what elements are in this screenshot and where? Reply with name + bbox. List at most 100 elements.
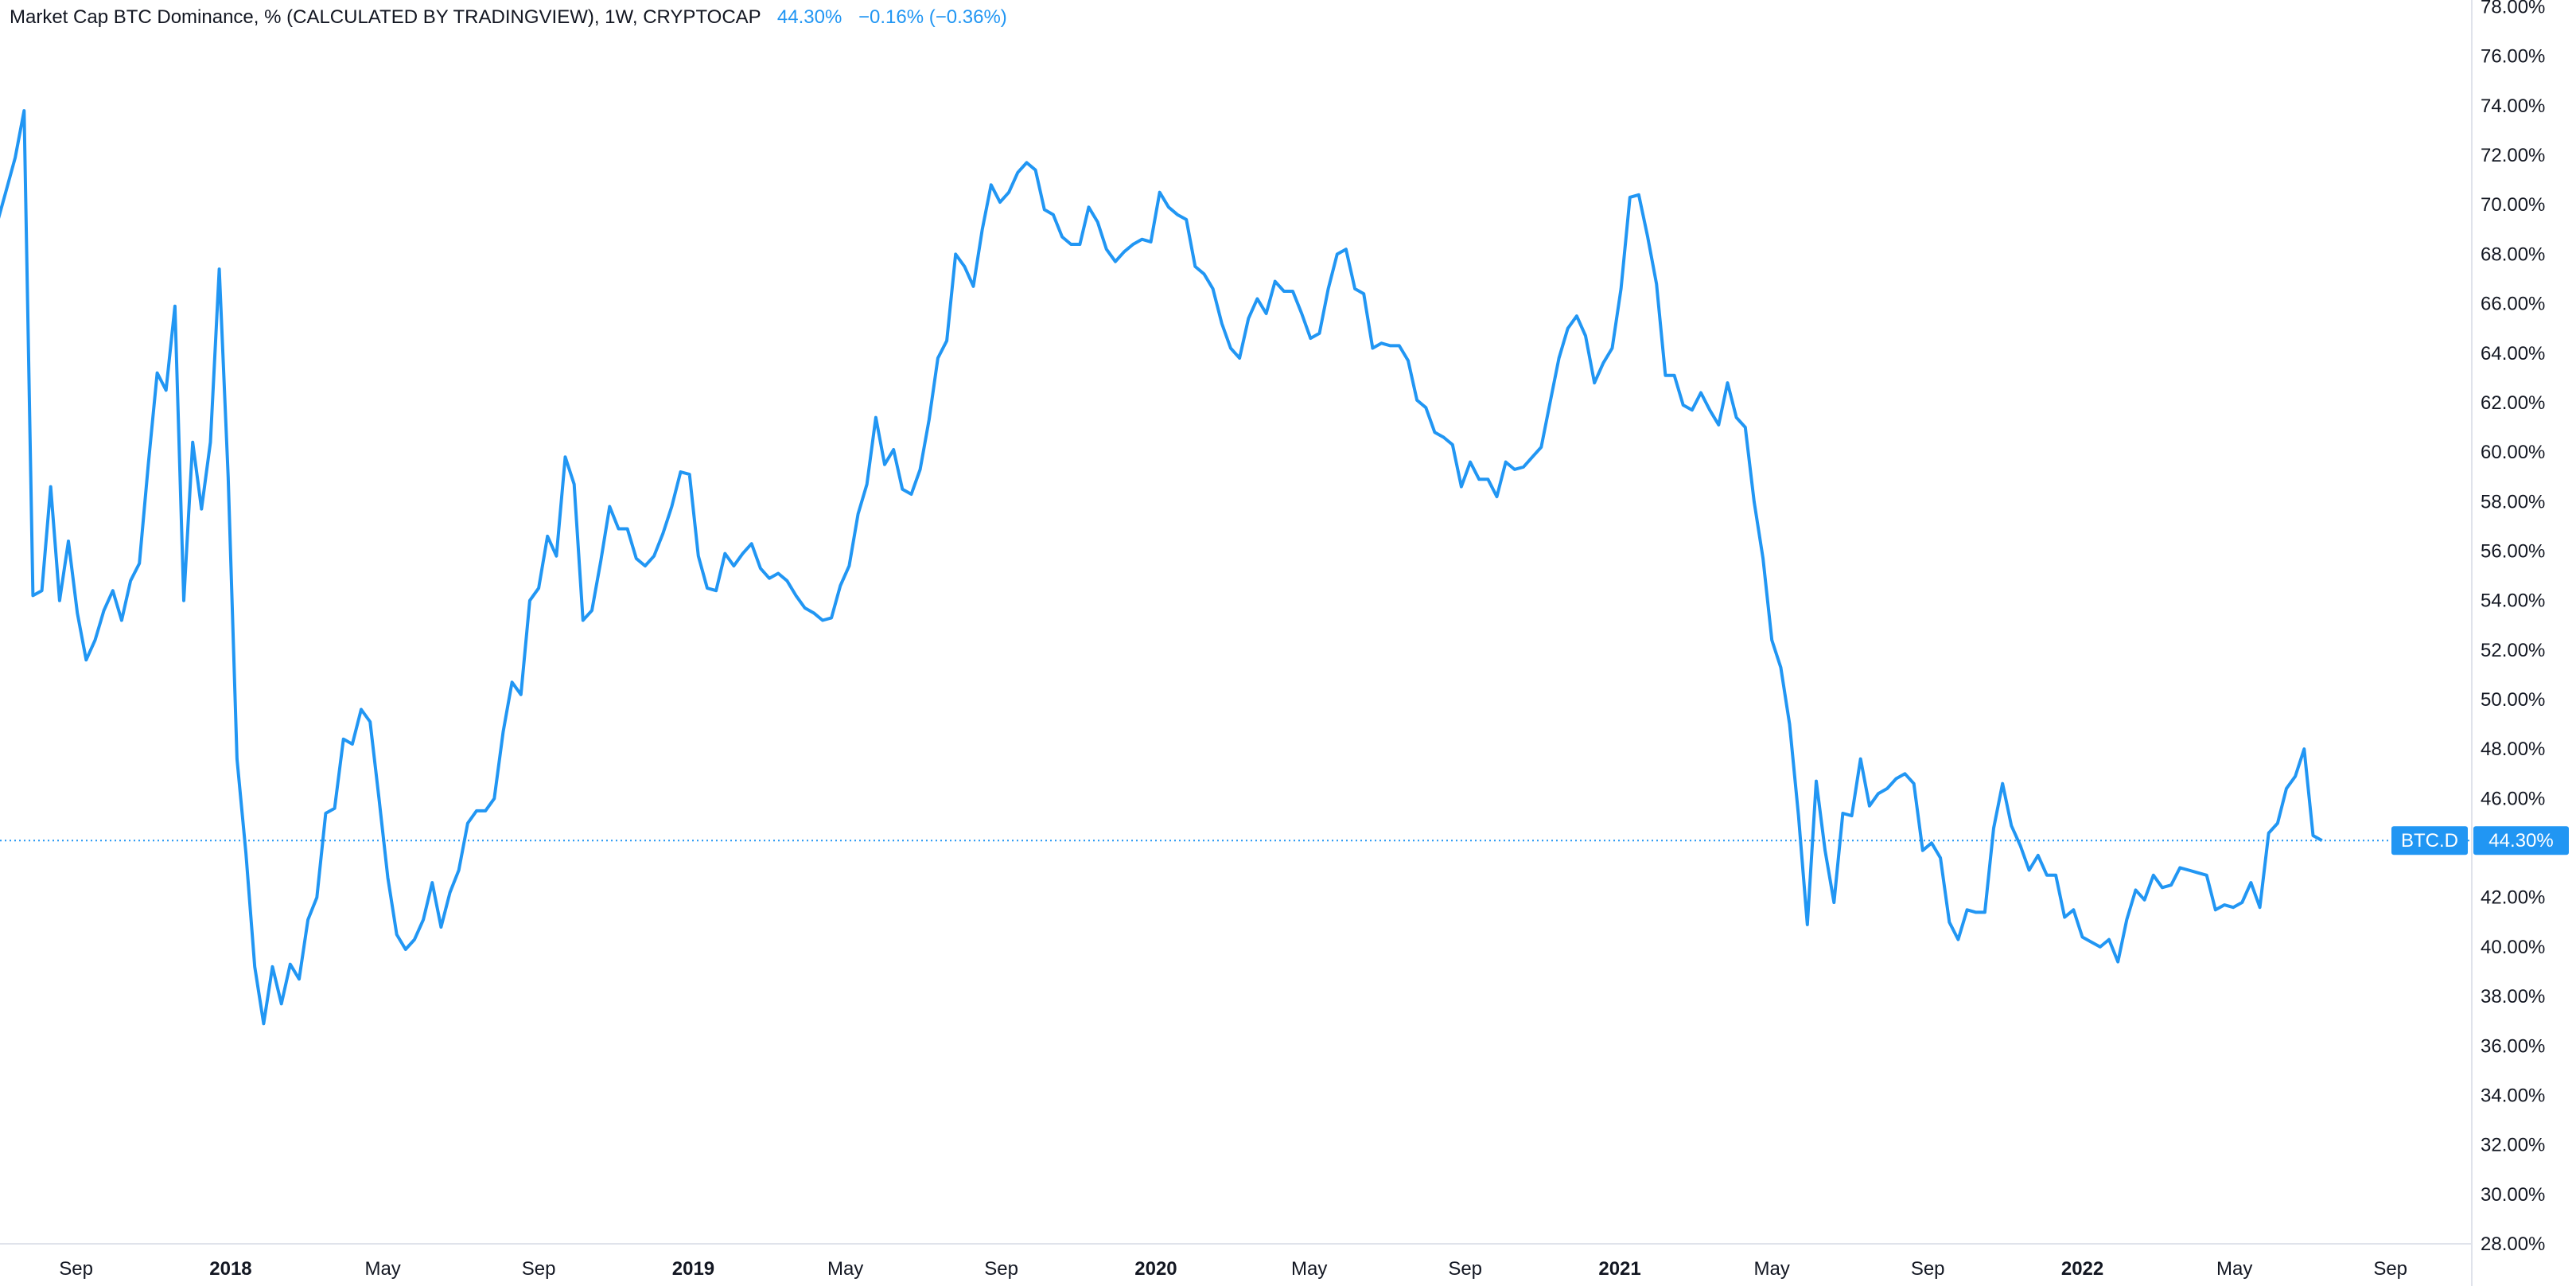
- data-point: [1380, 341, 1383, 345]
- y-tick-label: 66.00%: [2481, 294, 2545, 315]
- data-point: [768, 577, 771, 580]
- data-point: [1744, 426, 1747, 429]
- data-point: [2028, 869, 2031, 872]
- data-point: [129, 579, 132, 583]
- data-point: [2063, 916, 2066, 919]
- data-point: [2099, 945, 2102, 949]
- data-point: [1885, 787, 1889, 790]
- y-tick-label: 28.00%: [2481, 1233, 2545, 1255]
- x-tick-label: 2021: [1598, 1258, 1640, 1280]
- data-point: [156, 372, 159, 375]
- data-point: [2161, 886, 2164, 889]
- x-tick-label: May: [827, 1258, 863, 1280]
- data-point: [2276, 822, 2279, 825]
- y-tick-label: 36.00%: [2481, 1035, 2545, 1057]
- series-line: [0, 109, 2323, 1026]
- data-point: [714, 589, 718, 592]
- data-point: [1504, 461, 1508, 464]
- data-point: [1611, 347, 1614, 350]
- data-point: [1238, 357, 1241, 360]
- data-point: [1975, 910, 1978, 914]
- data-point: [387, 876, 390, 879]
- x-tick-label: May: [2216, 1258, 2252, 1280]
- price-axis[interactable]: 28.00% 30.00% 32.00% 34.00% 36.00% 38.00% 40.0…: [2481, 0, 2545, 1255]
- data-point: [1424, 406, 1427, 409]
- data-point: [1088, 205, 1091, 208]
- y-tick-label: 60.00%: [2481, 442, 2545, 463]
- data-point: [1353, 287, 1356, 290]
- data-point: [2116, 961, 2119, 964]
- x-tick-label: 2022: [2061, 1258, 2103, 1280]
- data-point: [22, 109, 25, 112]
- time-axis[interactable]: Sep 2018 May Sep 2019 May Sep 2020 May Sep 2021 May…: [59, 1258, 2407, 1280]
- data-point: [1078, 243, 1081, 246]
- data-point: [511, 680, 514, 684]
- data-point: [830, 616, 833, 619]
- data-point: [475, 809, 478, 813]
- data-point: [697, 555, 700, 558]
- data-point: [1496, 495, 1499, 498]
- data-point: [449, 891, 452, 894]
- data-point: [910, 493, 913, 496]
- data-point: [2267, 832, 2271, 835]
- data-point: [76, 611, 79, 614]
- data-point: [874, 416, 877, 419]
- symbol-tag: BTC.D: [2401, 830, 2458, 851]
- data-point: [138, 562, 141, 565]
- data-point: [626, 528, 629, 531]
- data-point: [1531, 455, 1534, 458]
- data-point: [1779, 666, 1782, 669]
- data-point: [235, 758, 239, 761]
- x-tick-label: Sep: [1448, 1258, 1482, 1280]
- data-point: [103, 609, 106, 612]
- y-tick-label: 32.00%: [2481, 1135, 2545, 1156]
- data-point: [368, 720, 372, 723]
- data-point: [963, 265, 966, 268]
- y-tick-label: 30.00%: [2481, 1184, 2545, 1206]
- data-point: [2037, 854, 2040, 857]
- data-point: [750, 542, 753, 545]
- data-point: [2143, 898, 2146, 902]
- data-point: [1247, 317, 1250, 320]
- data-point: [1327, 287, 1330, 290]
- data-point: [111, 589, 115, 592]
- data-point: [528, 599, 531, 602]
- data-point: [84, 658, 88, 661]
- y-tick-label: 48.00%: [2481, 738, 2545, 760]
- data-point: [1460, 485, 1463, 489]
- data-point: [2072, 908, 2075, 911]
- data-point: [1265, 312, 1268, 315]
- data-point: [1832, 901, 1835, 904]
- data-point: [1025, 161, 1029, 164]
- data-point: [413, 938, 416, 941]
- data-point: [2205, 874, 2208, 877]
- data-point: [1966, 908, 1969, 911]
- data-point: [2240, 901, 2243, 904]
- data-point: [1983, 910, 1986, 914]
- data-point: [1797, 814, 1800, 817]
- data-point: [289, 963, 292, 966]
- data-point: [2090, 941, 2093, 944]
- data-point: [582, 619, 585, 622]
- data-point: [564, 455, 567, 458]
- data-point: [1220, 322, 1224, 325]
- data-point: [58, 599, 61, 602]
- data-point: [1140, 238, 1143, 241]
- data-point: [652, 555, 656, 558]
- data-point: [1558, 357, 1561, 360]
- data-point: [49, 485, 53, 489]
- data-point: [1913, 782, 1916, 785]
- data-point: [41, 589, 44, 592]
- data-point: [599, 559, 602, 563]
- data-point: [2214, 908, 2217, 911]
- data-point: [1921, 849, 1924, 852]
- data-point: [404, 948, 407, 951]
- data-point: [1850, 814, 1854, 817]
- data-point: [1726, 381, 1730, 384]
- x-tick-label: 2020: [1134, 1258, 1177, 1280]
- data-point: [679, 470, 683, 473]
- chart-title: Market Cap BTC Dominance, % (CALCULATED …: [10, 6, 761, 28]
- data-point: [928, 419, 931, 422]
- data-point: [1859, 758, 1862, 761]
